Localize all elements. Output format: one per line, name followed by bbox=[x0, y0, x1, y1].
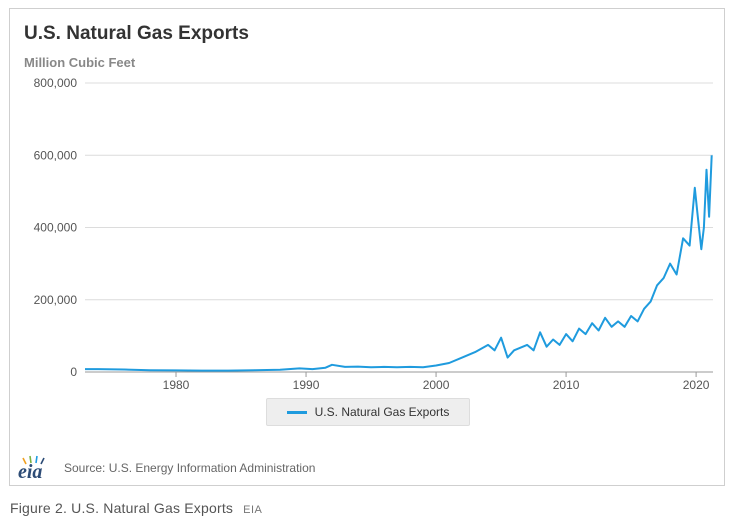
x-tick-label: 2020 bbox=[683, 378, 710, 392]
chart-title: U.S. Natural Gas Exports bbox=[24, 23, 249, 44]
y-tick-label: 600,000 bbox=[34, 148, 78, 162]
chart-subtitle: Million Cubic Feet bbox=[24, 55, 136, 70]
source-row: eia Source: U.S. Energy Information Admi… bbox=[18, 455, 316, 483]
x-tick-label: 2000 bbox=[423, 378, 450, 392]
series-line bbox=[85, 155, 713, 372]
chart-legend[interactable]: U.S. Natural Gas Exports bbox=[266, 398, 470, 426]
caption-credit: EIA bbox=[243, 504, 263, 516]
source-text: Source: U.S. Energy Information Administ… bbox=[64, 461, 316, 475]
y-tick-label: 200,000 bbox=[34, 293, 78, 307]
eia-rays-icon bbox=[22, 455, 45, 465]
chart-card: U.S. Natural Gas Exports Million Cubic F… bbox=[9, 8, 725, 486]
legend-swatch bbox=[286, 410, 307, 414]
eia-logo: eia bbox=[18, 455, 52, 483]
caption-text: Figure 2. U.S. Natural Gas Exports bbox=[10, 500, 234, 516]
eia-logo-text: eia bbox=[18, 461, 43, 483]
y-tick-label: 400,000 bbox=[34, 221, 78, 235]
legend-label: U.S. Natural Gas Exports bbox=[314, 405, 450, 419]
y-tick-label: 0 bbox=[70, 365, 77, 379]
figure-caption: Figure 2. U.S. Natural Gas Exports EIA bbox=[10, 500, 262, 516]
plot-area: 0 200,000 400,000 600,000 800,000 1980 1990 200… bbox=[34, 76, 713, 392]
x-tick-label: 1980 bbox=[163, 378, 190, 392]
x-tick-label: 1990 bbox=[293, 378, 320, 392]
x-tick-label: 2010 bbox=[553, 378, 580, 392]
y-tick-label: 800,000 bbox=[34, 76, 78, 90]
